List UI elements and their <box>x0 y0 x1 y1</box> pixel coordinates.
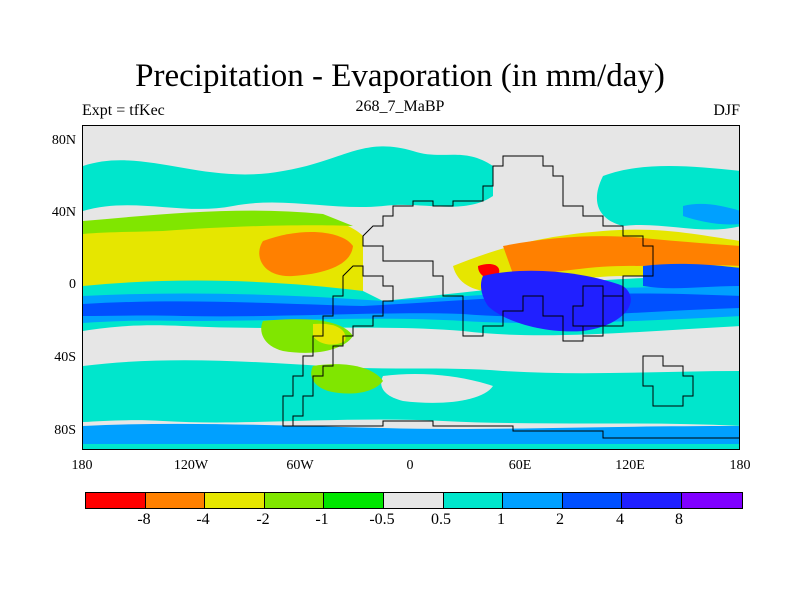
field-gray-south-gap <box>381 374 493 403</box>
x-label-0: 0 <box>406 458 414 473</box>
colorbar-swatch <box>324 493 384 508</box>
x-label-120e: 120E <box>615 458 645 473</box>
x-label-60e: 60E <box>508 458 532 473</box>
colorbar-swatch <box>383 493 444 508</box>
field-green-south-america <box>311 364 383 394</box>
colorbar-label: -2 <box>256 511 270 528</box>
colorbar-label: -1 <box>315 511 329 528</box>
continent-outlines <box>282 155 739 439</box>
x-label-180e: 180 <box>729 458 751 473</box>
colorbar-swatch <box>145 493 206 508</box>
x-label-120w: 120W <box>173 458 209 473</box>
colorbar-swatch <box>562 493 623 508</box>
colorbar-swatch <box>86 493 146 508</box>
x-label-180w: 180 <box>71 458 93 473</box>
colorbar-label: 1 <box>497 511 505 528</box>
y-label-40s: 40S <box>54 350 76 365</box>
colorbar-label: 0.5 <box>431 511 451 528</box>
colorbar-label: -0.5 <box>369 511 395 528</box>
experiment-label: Expt = tfKec <box>82 102 165 119</box>
field-blue-north-east <box>683 203 739 225</box>
precipitation-field <box>83 146 739 449</box>
colorbar-label: 2 <box>556 511 564 528</box>
colorbar-label: 4 <box>616 511 624 528</box>
y-label-eq: 0 <box>69 277 76 292</box>
period-label: 268_7_MaBP <box>355 98 445 115</box>
colorbar-swatch <box>205 493 265 508</box>
field-orange-north <box>259 231 353 277</box>
colorbar-swatch <box>681 493 742 508</box>
y-label-80n: 80N <box>51 133 76 148</box>
colorbar-swatch <box>622 493 682 508</box>
field-green-north <box>83 210 353 234</box>
field-lightblue-antarctic <box>83 423 739 444</box>
season-label: DJF <box>713 102 740 119</box>
colorbar <box>85 492 743 509</box>
field-yellow-south <box>313 323 346 345</box>
colorbar-label: -8 <box>137 511 151 528</box>
colorbar-label: 8 <box>675 511 683 528</box>
colorbar-swatch <box>503 493 563 508</box>
y-label-40n: 40N <box>51 205 76 220</box>
colorbar-swatch <box>443 493 504 508</box>
y-label-80s: 80S <box>54 423 76 438</box>
map-title: Precipitation - Evaporation (in mm/day) <box>135 58 665 94</box>
map-plot-area <box>82 125 740 450</box>
field-cyan-antarctic <box>83 444 739 449</box>
colorbar-swatch <box>264 493 325 508</box>
field-blue-pacific <box>643 263 739 289</box>
x-label-60w: 60W <box>286 458 314 473</box>
colorbar-label: -4 <box>196 511 210 528</box>
field-cyan-north <box>83 146 493 211</box>
